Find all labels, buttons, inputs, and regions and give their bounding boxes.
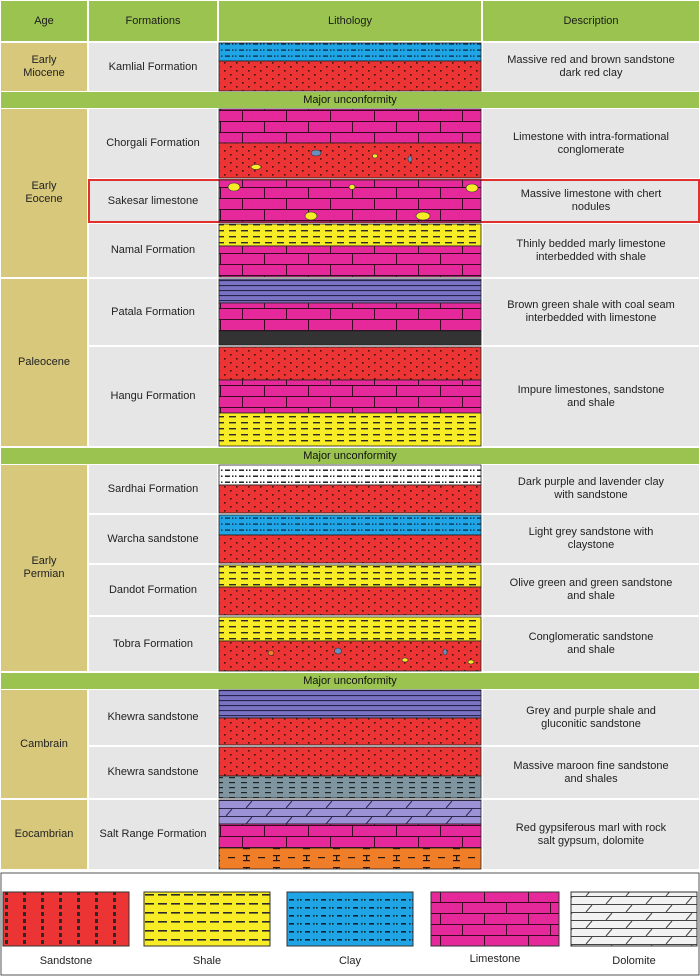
layer-clay: [218, 42, 482, 62]
legend-swatch-sandstone: [2, 891, 130, 947]
age-eocambrian: Eocambrian: [1, 800, 87, 869]
layer-dolomite: [218, 799, 482, 825]
layer-sandstone: [218, 484, 482, 514]
layer-white-clay: [218, 464, 482, 486]
formation-description: Impure limestones, sandstone and shale: [483, 347, 699, 446]
header-age: Age: [1, 1, 87, 41]
legend-label: Clay: [338, 955, 361, 967]
pebble: [372, 153, 378, 159]
layer-shale: [218, 223, 482, 247]
formation-description: Conglomeratic sandstone and shale: [483, 617, 699, 671]
layer-limestone: [218, 302, 482, 332]
layer-conglomerate: [218, 640, 482, 672]
formation-description: Massive limestone with chert nodules: [483, 180, 699, 222]
formation-name: Dandot Formation: [89, 565, 217, 615]
unconformity-label: Major unconformity: [1, 92, 699, 108]
layer-conglomerate: [218, 142, 482, 179]
pebble: [250, 164, 262, 170]
formation-name: Patala Formation: [89, 279, 217, 345]
formation-description: Dark purple and lavender clay with sands…: [483, 465, 699, 513]
formation-description: Thinly bedded marly limestone interbedde…: [483, 224, 699, 277]
header-formations: Formations: [89, 1, 217, 41]
header-description: Description: [483, 1, 699, 41]
legend-swatch-shale: [143, 891, 271, 947]
formation-name: Hangu Formation: [89, 347, 217, 446]
layer-shale: [218, 412, 482, 447]
formation-name: Warcha sandstone: [89, 515, 217, 563]
formation-description: Red gypsiferous marl with rock salt gyps…: [483, 800, 699, 869]
formation-name: Chorgali Formation: [89, 109, 217, 178]
pebble: [310, 149, 322, 157]
legend-label: Dolomite: [612, 955, 656, 967]
legend-label: Shale: [192, 955, 222, 967]
pebble: [267, 650, 275, 656]
formation-description: Massive red and brown sandstone dark red…: [483, 43, 699, 91]
formation-name: Sardhai Formation: [89, 465, 217, 513]
formation-name: Sakesar limestone: [89, 180, 217, 222]
layer-sandstone: [218, 717, 482, 746]
layer-sandstone: [218, 534, 482, 564]
age-cambrain: Cambrain: [1, 690, 87, 798]
header-lithology: Lithology: [219, 1, 481, 41]
age-early-eocene: Early Eocene: [1, 109, 87, 277]
formation-name: Khewra sandstone: [89, 747, 217, 798]
layer-purple-shale: [218, 689, 482, 719]
layer-purple-shale: [218, 278, 482, 304]
age-early-miocene: Early Miocene: [1, 43, 87, 91]
formation-name: Kamlial Formation: [89, 43, 217, 91]
formation-name: Khewra sandstone: [89, 690, 217, 745]
layer-sandstone: [218, 586, 482, 616]
formation-description: Light grey sandstone with claystone: [483, 515, 699, 563]
legend-label: Limestone: [469, 953, 521, 965]
chert-nodule: [415, 211, 431, 221]
formation-description: Grey and purple shale and gluconitic san…: [483, 690, 699, 745]
formation-description: Limestone with intra-formational conglom…: [483, 109, 699, 178]
formation-name: Salt Range Formation: [89, 800, 217, 869]
formation-description: Massive maroon fine sandstone and shales: [483, 747, 699, 798]
layer-sandstone: [218, 60, 482, 92]
layer-limestone: [218, 823, 482, 849]
pebble: [401, 657, 409, 663]
layer-limestone: [218, 108, 482, 144]
legend-swatch-limestone: [430, 891, 560, 947]
layer-limestone: [218, 379, 482, 414]
unconformity-label: Major unconformity: [1, 448, 699, 464]
pebble: [407, 155, 413, 163]
chert-nodule: [227, 182, 241, 192]
chert-nodule: [304, 211, 318, 221]
pebble: [334, 647, 342, 655]
pebble: [467, 659, 475, 665]
layer-grey-shale: [218, 775, 482, 799]
legend-swatch-clay: [286, 891, 414, 947]
age-early-permian: Early Permian: [1, 465, 87, 671]
layer-marl: [218, 847, 482, 870]
layer-shale: [218, 564, 482, 588]
layer-shale: [218, 616, 482, 642]
formation-description: Olive green and green sandstone and shal…: [483, 565, 699, 615]
formation-name: Namal Formation: [89, 224, 217, 277]
layer-limestone: [218, 245, 482, 278]
pebble: [442, 648, 448, 656]
formation-name: Tobra Formation: [89, 617, 217, 671]
legend-swatch-dolomite: [570, 891, 698, 947]
age-paleocene: Paleocene: [1, 279, 87, 446]
layer-sandstone: [218, 746, 482, 777]
layer-coal: [218, 330, 482, 346]
formation-description: Brown green shale with coal seam interbe…: [483, 279, 699, 345]
layer-sandstone: [218, 346, 482, 381]
unconformity-label: Major unconformity: [1, 673, 699, 689]
chert-nodule: [465, 183, 479, 193]
chert-nodule: [348, 184, 356, 190]
layer-clay: [218, 514, 482, 536]
legend-label: Sandstone: [39, 955, 93, 967]
